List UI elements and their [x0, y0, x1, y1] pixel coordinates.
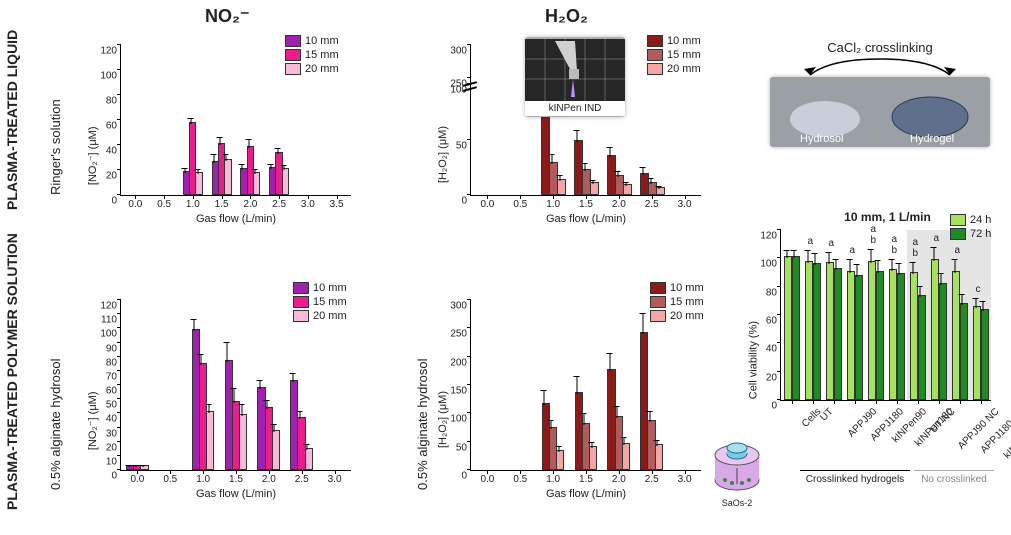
significance-label: a	[808, 236, 814, 247]
bar	[253, 172, 260, 195]
bar	[272, 430, 280, 470]
legend-label-15mm: 15 mm	[670, 296, 704, 308]
bar	[206, 411, 214, 470]
significance-label: a	[829, 238, 835, 249]
bar	[939, 283, 947, 400]
group-nocrosslinked: No crosslinked	[914, 474, 994, 485]
bar	[557, 179, 566, 195]
legend-label-20mm: 20 mm	[670, 310, 704, 322]
legend-label-20mm: 20 mm	[667, 63, 701, 75]
legend-label-10mm: 10 mm	[313, 282, 347, 294]
bar	[589, 446, 597, 470]
bar	[282, 168, 289, 195]
panel-h2o2-alginate: 050100150200250300[H₂O₂] (μM)0.00.51.01.…	[445, 300, 725, 520]
hydrogel-label: Hydrogel	[910, 133, 954, 145]
chart-no2-alginate: 0102030405060708090100110120[NO₂⁻] (μM)0…	[120, 300, 351, 471]
transwell-icon: SaOs-2	[712, 440, 762, 508]
row-header-liquid: PLASMA-TREATED LIQUID	[4, 30, 20, 210]
bar	[960, 303, 968, 400]
bar	[656, 187, 665, 195]
legend-label-10mm: 10 mm	[667, 35, 701, 47]
curved-arrow-icon	[770, 57, 990, 77]
legend-label-15mm: 15 mm	[667, 49, 701, 61]
legend-label-15mm: 15 mm	[305, 49, 339, 61]
legend-label-15mm: 15 mm	[313, 296, 347, 308]
significance-label: c	[976, 284, 981, 295]
bar	[813, 263, 821, 400]
bar	[622, 443, 630, 471]
bar	[305, 448, 313, 470]
legend-viability: 24 h 72 h	[950, 214, 991, 242]
bar	[224, 159, 231, 195]
plasma-jet-icon	[525, 39, 625, 101]
legend-label-10mm: 10 mm	[670, 282, 704, 294]
significance-label: a	[955, 245, 961, 256]
legend-label-20mm: 20 mm	[305, 63, 339, 75]
saos-label: SaOs-2	[712, 498, 762, 508]
column-header-no2: NO₂⁻	[205, 6, 250, 27]
bar	[655, 444, 663, 470]
panel-no2-alginate: 0102030405060708090100110120[NO₂⁻] (μM)0…	[95, 300, 375, 520]
panel-h2o2-ringer: 050100250300[H₂O₂] (μM)0.00.51.01.52.02.…	[445, 45, 725, 245]
bar	[834, 268, 842, 400]
hydrosol-label: Hydrosol	[800, 133, 843, 145]
chart-h2o2-alginate: 050100150200250300[H₂O₂] (μM)0.00.51.01.…	[470, 300, 701, 471]
legend-label-24h: 24 h	[970, 214, 991, 226]
legend-h2o2-alginate: 10 mm 15 mm 20 mm	[650, 282, 704, 324]
bar	[792, 256, 800, 400]
sub-header-alginate-no2: 0.5% alginate hydrosol	[48, 358, 63, 490]
chart-viability: 020406080100120Cell viability (%)CellsUT…	[780, 230, 991, 401]
significance-label: a	[934, 233, 940, 244]
bar	[981, 309, 989, 400]
crosslinking-panel: CaCl₂ crosslinking Hydrosol Hydrogel	[770, 40, 990, 147]
kinpen-photo: kINPen IND	[525, 37, 625, 117]
sub-header-alginate-h2o2: 0.5% alginate hydrosol	[415, 358, 430, 490]
sub-header-ringers: Ringer's solution	[48, 99, 63, 195]
bar	[239, 414, 247, 470]
legend-no2-ringer: 10 mm 15 mm 20 mm	[285, 35, 339, 77]
legend-label-10mm: 10 mm	[305, 35, 339, 47]
significance-label: a b	[892, 234, 898, 256]
bar	[918, 295, 926, 400]
legend-label-20mm: 20 mm	[313, 310, 347, 322]
significance-label: a b	[913, 237, 919, 259]
kinpen-caption: kINPen IND	[525, 101, 625, 116]
cacl2-label: CaCl₂ crosslinking	[770, 40, 990, 55]
column-header-h2o2: H₂O₂	[545, 6, 588, 27]
hydrogel-photo: Hydrosol Hydrogel	[770, 77, 990, 147]
bar	[897, 273, 905, 400]
panel-no2-ringer: 020406080100120[NO₂⁻] (μM)0.00.51.01.52.…	[95, 45, 375, 245]
bar	[855, 275, 863, 400]
bar	[876, 271, 884, 401]
bar	[195, 172, 202, 195]
bar	[623, 184, 632, 195]
row-header-polymer: PLASMA-TREATED POLYMER SOLUTION	[4, 233, 20, 510]
legend-label-72h: 72 h	[970, 228, 991, 240]
significance-label: a b	[871, 224, 877, 246]
xtick-label: UT	[815, 403, 835, 423]
group-crosslinked: Crosslinked hydrogels	[800, 474, 910, 485]
bar	[590, 182, 599, 195]
significance-label: a	[850, 245, 856, 256]
legend-h2o2-ringer: 10 mm 15 mm 20 mm	[647, 35, 701, 77]
legend-no2-alginate: 10 mm 15 mm 20 mm	[293, 282, 347, 324]
bar	[556, 450, 564, 470]
